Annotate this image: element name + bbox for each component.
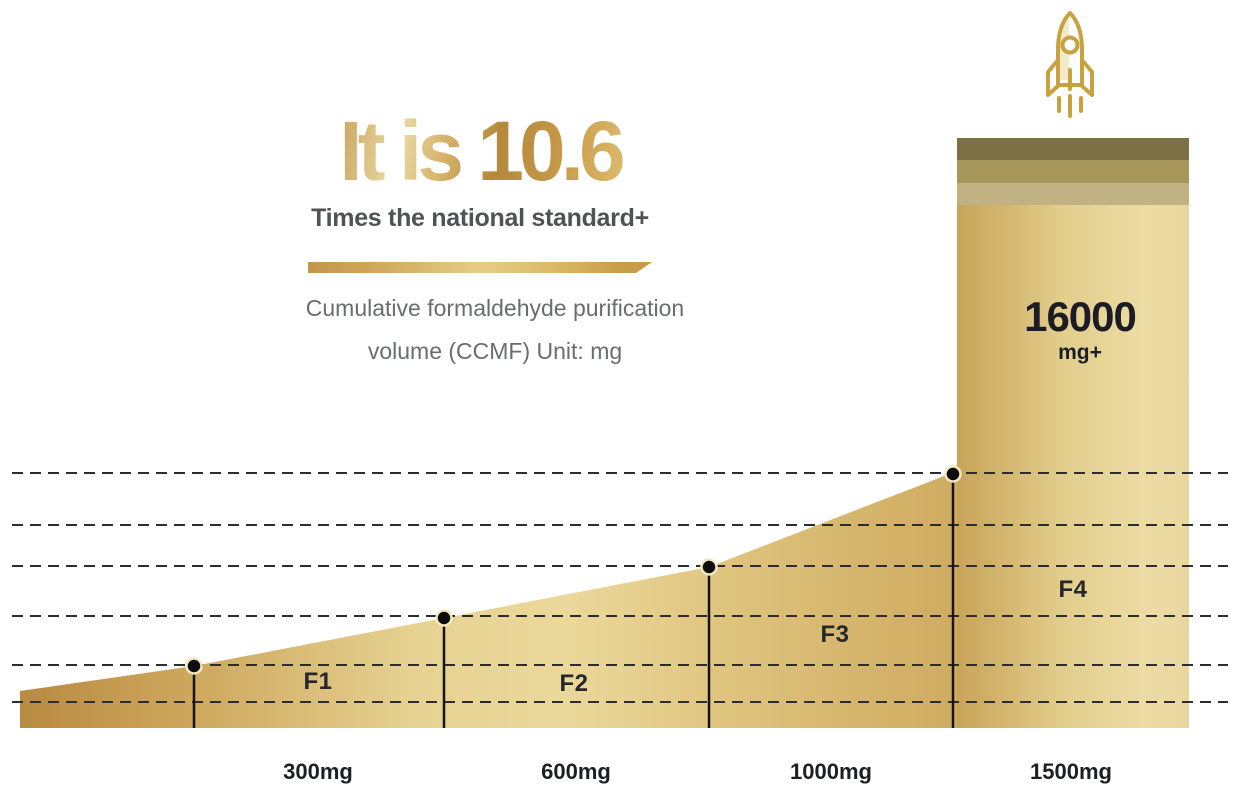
data-point-4 <box>944 465 962 483</box>
bar-stripe-dark <box>957 138 1189 161</box>
chart-description: Cumulative formaldehyde purification vol… <box>295 287 695 373</box>
data-point-2 <box>435 609 453 627</box>
bar-value: 16000 <box>1024 293 1136 340</box>
chart-description-line2: volume (CCMF) Unit: mg <box>367 338 623 364</box>
highlight-bar <box>957 205 1189 728</box>
x-label-1000mg: 1000mg <box>790 759 872 784</box>
segment-label-f3: F3 <box>820 621 849 648</box>
headline: It is 10.6 <box>280 108 680 194</box>
rocket-icon <box>1046 11 1094 118</box>
subtitle: Times the national standard+ <box>311 204 649 232</box>
data-point-1 <box>185 657 203 675</box>
bar-stripe-light <box>957 183 1189 206</box>
segment-label-f2: F2 <box>559 670 588 697</box>
bar-stripe-mid <box>957 160 1189 184</box>
gold-divider <box>308 262 652 273</box>
rocket-fin-left <box>1046 58 1060 97</box>
segment-label-f4: F4 <box>1058 576 1087 603</box>
cumulative-area <box>20 471 957 728</box>
segment-label-f1: F1 <box>303 668 332 695</box>
rocket-window <box>1060 35 1080 55</box>
x-label-1500mg: 1500mg <box>1030 759 1112 784</box>
chart-description-line1: Cumulative formaldehyde purification <box>305 295 685 321</box>
x-label-300mg: 300mg <box>283 759 353 784</box>
data-point-3 <box>700 558 718 576</box>
bar-unit: mg+ <box>1058 341 1102 364</box>
x-label-600mg: 600mg <box>541 759 611 784</box>
rocket-fin-right <box>1080 58 1094 97</box>
